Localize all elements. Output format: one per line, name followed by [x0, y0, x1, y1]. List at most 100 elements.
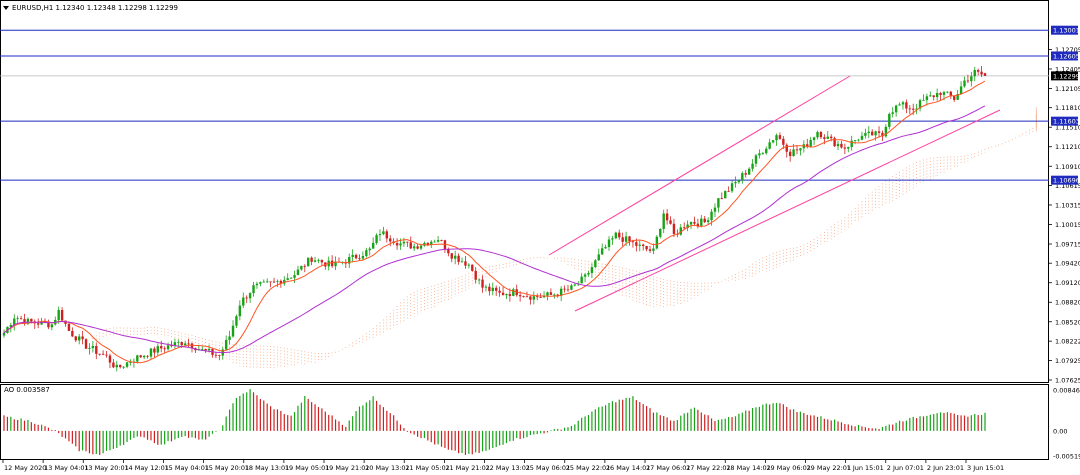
time-tick-label: 19 May 21:01 — [325, 464, 370, 472]
candle-body — [149, 348, 153, 357]
candle-body — [573, 284, 577, 286]
candle-body — [153, 348, 156, 353]
candle-body — [98, 353, 101, 355]
ao-tick-label: 0.008465 — [1053, 387, 1080, 395]
horizontal-lines[interactable] — [0, 29, 1049, 181]
candle-body — [898, 104, 901, 106]
candle-body — [307, 257, 310, 267]
candle-body — [532, 296, 536, 300]
candle-body — [389, 238, 392, 242]
candle-body — [91, 345, 95, 349]
candle-body — [659, 228, 662, 237]
candle-body — [142, 355, 146, 358]
candle-body — [806, 144, 809, 147]
candle-body — [925, 96, 929, 101]
ao-tick-label: 0.00 — [1053, 427, 1067, 435]
candle-body — [477, 279, 481, 281]
current-price-label: 1.12299 — [1053, 72, 1080, 80]
channel-lower-line[interactable] — [574, 109, 1001, 312]
candle-body — [795, 149, 799, 151]
price-tick-label: 1.09120 — [1055, 279, 1080, 287]
channel-upper-line[interactable] — [548, 75, 851, 256]
candle-body — [47, 322, 50, 328]
candle-body — [382, 231, 385, 235]
candle-body — [310, 257, 313, 262]
candle-body — [970, 76, 973, 82]
candle-body — [525, 296, 529, 298]
candle-body — [334, 261, 337, 267]
candle-body — [652, 248, 655, 251]
candle-body — [754, 155, 758, 164]
candle-body — [235, 316, 238, 326]
candle-body — [320, 259, 324, 263]
candle-body — [618, 232, 621, 238]
candle-body — [860, 135, 864, 140]
candle-body — [156, 346, 160, 353]
candle-body — [953, 96, 956, 100]
moving-averages — [3, 80, 986, 364]
candle-body — [505, 294, 508, 296]
candle-body — [631, 241, 635, 243]
time-tick-label: 19 May 05:01 — [285, 464, 330, 472]
candle-body — [973, 70, 976, 77]
candle-body — [980, 71, 983, 75]
candle-body — [467, 264, 471, 266]
candle-body — [724, 191, 727, 199]
price-tag-label: 1.12605 — [1053, 52, 1080, 60]
candle-body — [218, 355, 221, 356]
candle-body — [816, 131, 819, 138]
candle-body — [645, 246, 648, 250]
time-tick-label: 29 May 06:01 — [766, 464, 811, 472]
candle-body — [915, 108, 918, 110]
candle-body — [672, 223, 676, 234]
candle-body — [84, 339, 88, 349]
candle-body — [536, 296, 539, 298]
candle-body — [812, 137, 816, 140]
time-tick-label: 12 May 2020 — [4, 464, 46, 472]
candle-body — [730, 183, 734, 192]
trend-channel[interactable] — [548, 75, 1001, 312]
candle-body — [717, 198, 720, 208]
candle-body — [983, 73, 987, 76]
candle-body — [447, 249, 450, 254]
candle-body — [296, 269, 300, 276]
candle-body — [317, 259, 320, 261]
candle-body — [371, 242, 375, 249]
candle-body — [771, 140, 775, 143]
price-tag-bg — [1051, 175, 1078, 185]
time-tick-label: 27 May 22:01 — [686, 464, 731, 472]
candle-body — [908, 108, 912, 110]
candle-body — [621, 237, 624, 242]
candle-body — [641, 244, 645, 247]
candle-body — [686, 224, 689, 229]
candle-body — [204, 348, 207, 351]
time-tick-label: 15 May 04:01 — [165, 464, 210, 472]
candle-body — [888, 113, 891, 127]
candle-body — [966, 80, 970, 82]
time-tick-label: 1 Jun 15:01 — [847, 464, 884, 472]
candle-body — [529, 296, 532, 300]
candle-body — [173, 342, 177, 346]
candle-body — [57, 310, 60, 320]
candle-body — [313, 260, 317, 262]
candle-body — [43, 321, 47, 323]
candle-body — [471, 264, 474, 271]
chevron-down-icon[interactable] — [3, 6, 9, 10]
ma-slow-line — [3, 105, 986, 354]
price-tick-label: 1.08820 — [1055, 299, 1080, 307]
candle-body — [136, 355, 139, 362]
candle-body — [833, 138, 836, 147]
candle-body — [60, 310, 64, 321]
candle-body — [700, 218, 703, 226]
candle-body — [23, 319, 26, 324]
candle-body — [115, 364, 118, 368]
candle-body — [481, 279, 484, 288]
candle-body — [416, 246, 419, 249]
candle-body — [580, 276, 583, 284]
candle-body — [720, 198, 724, 200]
candle-body — [611, 238, 614, 240]
candle-body — [433, 241, 436, 243]
candle-body — [395, 243, 399, 246]
